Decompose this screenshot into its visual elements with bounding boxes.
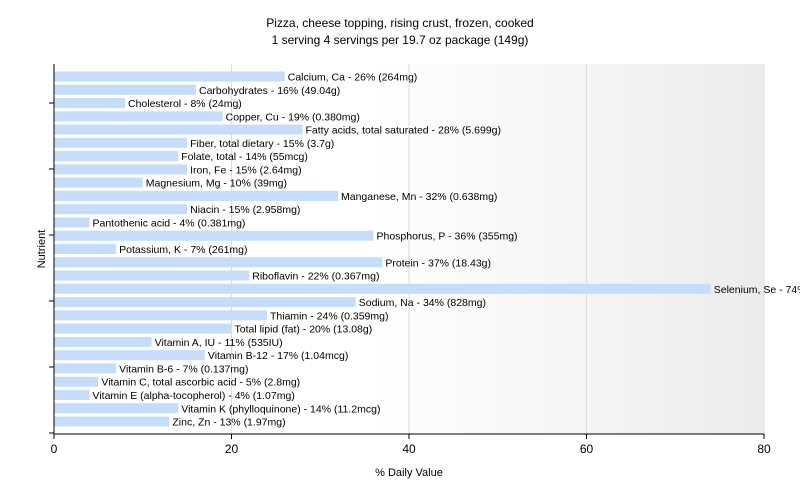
bar (54, 111, 223, 122)
bar-label: Iron, Fe - 15% (2.64mg) (190, 164, 301, 176)
bar (54, 389, 90, 400)
bar (54, 376, 99, 387)
bar-label: Fatty acids, total saturated - 28% (5.69… (306, 125, 502, 137)
bar-label: Potassium, K - 7% (261mg) (119, 244, 247, 256)
bar (54, 350, 205, 361)
bar (54, 283, 711, 294)
bar (54, 124, 303, 135)
bar-label: Vitamin K (phylloquinone) - 14% (11.2mcg… (181, 403, 380, 415)
bar-label: Vitamin A, IU - 11% (535IU) (155, 337, 283, 349)
bar-label: Pantothenic acid - 4% (0.381mg) (93, 217, 246, 229)
bar (54, 244, 117, 255)
bar (54, 151, 179, 162)
x-axis-label: % Daily Value (375, 467, 443, 479)
bar-label: Thiamin - 24% (0.359mg) (270, 310, 388, 322)
bar (54, 190, 338, 201)
bar-label: Protein - 37% (18.43g) (385, 257, 491, 269)
bar (54, 137, 188, 148)
bar (54, 403, 179, 414)
bar-label: Vitamin B-6 - 7% (0.137mg) (119, 363, 248, 375)
bar-label: Phosphorus, P - 36% (355mg) (377, 231, 518, 243)
bar (54, 71, 285, 82)
bar-label: Folate, total - 14% (55mcg) (181, 151, 308, 163)
chart-subtitle: 1 serving 4 servings per 19.7 oz package… (272, 33, 529, 47)
bar (54, 217, 90, 228)
x-tick-label: 80 (757, 442, 771, 456)
bar-label: Manganese, Mn - 32% (0.638mg) (341, 191, 497, 203)
bar (54, 164, 188, 175)
bar-label: Niacin - 15% (2.958mg) (190, 204, 300, 216)
bar-label: Cholesterol - 8% (24mg) (128, 98, 242, 110)
bar (54, 416, 170, 427)
x-tick-label: 0 (51, 442, 58, 456)
bar (54, 177, 143, 188)
x-tick-label: 20 (225, 442, 239, 456)
bar-label: Riboflavin - 22% (0.367mg) (252, 271, 379, 283)
chart-title: Pizza, cheese topping, rising crust, fro… (266, 16, 533, 30)
bar-label: Total lipid (fat) - 20% (13.08g) (235, 324, 373, 336)
bar (54, 310, 267, 321)
bar (54, 230, 374, 241)
bar-label: Magnesium, Mg - 10% (39mg) (146, 178, 287, 190)
y-axis-label: Nutrient (36, 230, 48, 269)
bar (54, 363, 117, 374)
bar-label: Vitamin E (alpha-tocopherol) - 4% (1.07m… (93, 390, 295, 402)
bar-label: Fiber, total dietary - 15% (3.7g) (190, 138, 334, 150)
bar-label: Zinc, Zn - 13% (1.97mg) (172, 417, 285, 429)
bar-label: Vitamin B-12 - 17% (1.04mcg) (208, 350, 348, 362)
bar (54, 84, 196, 95)
x-tick-label: 60 (580, 442, 594, 456)
bar (54, 336, 152, 347)
bar (54, 257, 383, 268)
bars: Calcium, Ca - 26% (264mg)Carbohydrates -… (54, 71, 800, 429)
bar (54, 270, 250, 281)
x-tick-label: 40 (402, 442, 416, 456)
bar-label: Carbohydrates - 16% (49.04g) (199, 85, 340, 97)
bar-label: Vitamin C, total ascorbic acid - 5% (2.8… (101, 377, 300, 389)
bar-label: Selenium, Se - 74% (51.9mcg) (714, 284, 800, 296)
bar-label: Copper, Cu - 19% (0.380mg) (226, 111, 360, 123)
bar (54, 204, 188, 215)
axes: 0 20 40 60 80 (49, 64, 771, 456)
bar (54, 323, 232, 334)
bar-label: Calcium, Ca - 26% (264mg) (288, 72, 418, 84)
bar-label: Sodium, Na - 34% (828mg) (359, 297, 486, 309)
bar (54, 98, 125, 109)
bar (54, 297, 356, 308)
